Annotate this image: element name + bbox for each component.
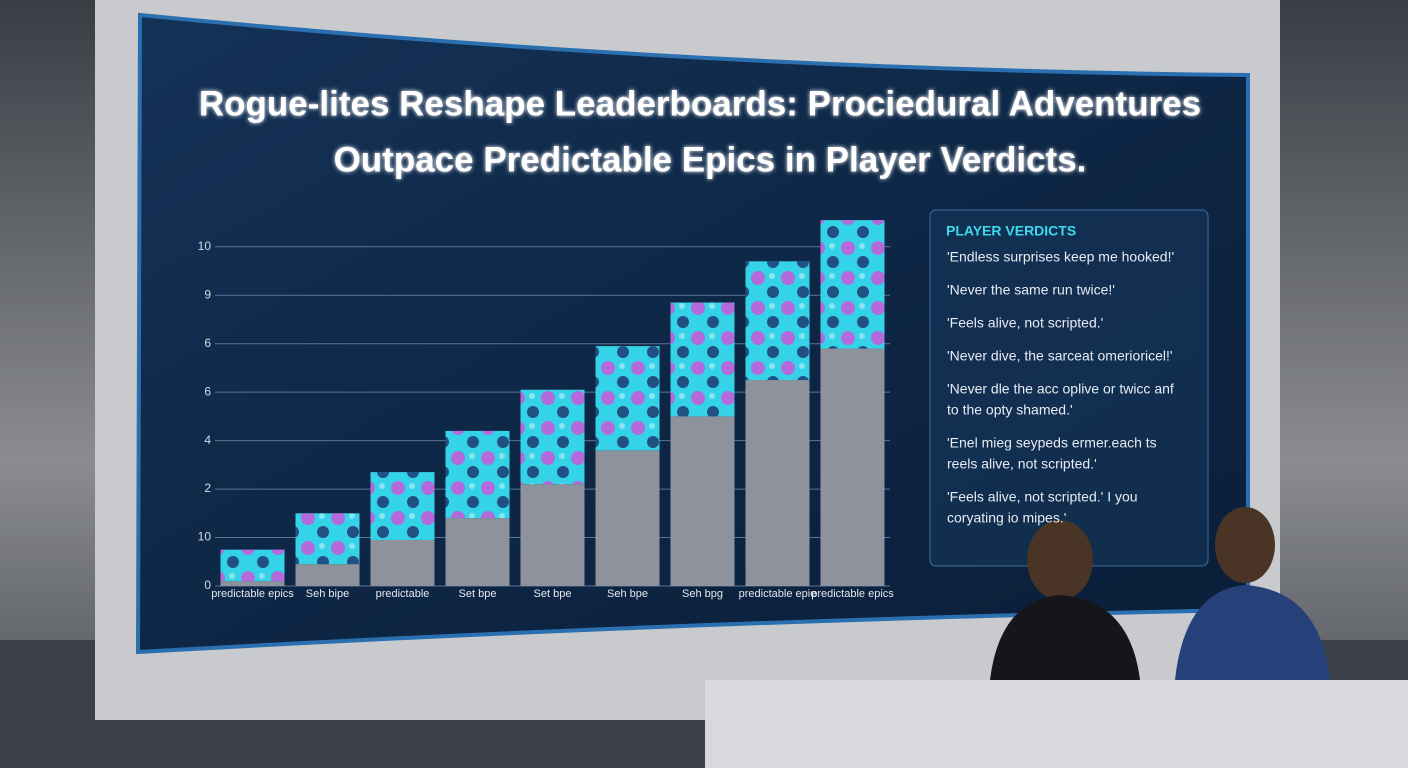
y-tick-label: 10 bbox=[198, 530, 212, 544]
panel-title: PLAYER VERDICTS bbox=[946, 223, 1076, 239]
bar-segment bbox=[220, 581, 285, 586]
quote: 'Never dive, the sarceat omerioricel!' bbox=[947, 348, 1173, 364]
y-tick-label: 9 bbox=[204, 287, 211, 301]
quote: reels alive, not scripted.' bbox=[947, 456, 1097, 472]
quote: to the opty shamed.' bbox=[947, 402, 1073, 418]
x-tick-label: Seh bpe bbox=[607, 588, 648, 600]
chart-title: Outpace Predictable Epics in Player Verd… bbox=[334, 140, 1087, 179]
person bbox=[990, 595, 1140, 680]
y-tick-label: 0 bbox=[204, 578, 211, 592]
x-tick-label: predictable bbox=[376, 588, 430, 600]
quote: 'Never dle the acc oplive or twicc anf bbox=[947, 381, 1174, 397]
quote: 'Enel mieg seypeds ermer.each ts bbox=[947, 435, 1157, 451]
bar-texture bbox=[595, 346, 660, 451]
x-tick-label: predictable epics bbox=[811, 588, 894, 600]
quote: 'Never the same run twice!' bbox=[947, 282, 1115, 298]
bar-segment bbox=[820, 348, 885, 586]
bar-texture bbox=[670, 302, 735, 417]
bar-segment bbox=[520, 484, 585, 586]
desk bbox=[705, 680, 1408, 768]
bar-texture bbox=[445, 430, 510, 519]
quote: coryating io mipes.' bbox=[947, 510, 1066, 526]
person-head bbox=[1215, 507, 1275, 583]
y-tick-label: 6 bbox=[204, 336, 211, 350]
x-tick-label: Seh bpg bbox=[682, 588, 723, 600]
x-tick-label: Seh bipe bbox=[306, 588, 349, 600]
bar-segment bbox=[445, 518, 510, 586]
x-tick-label: predictable epics bbox=[211, 588, 294, 600]
bar-texture bbox=[820, 220, 885, 349]
y-tick-label: 10 bbox=[198, 239, 212, 253]
bar-segment bbox=[370, 539, 435, 586]
quote: 'Endless surprises keep me hooked!' bbox=[947, 249, 1174, 265]
person bbox=[1175, 585, 1330, 680]
bar-texture bbox=[220, 549, 285, 582]
quote: 'Feels alive, not scripted.' I you bbox=[947, 489, 1138, 505]
bar-texture bbox=[745, 261, 810, 381]
bar-texture bbox=[520, 389, 585, 485]
x-tick-label: Set bpe bbox=[534, 588, 572, 600]
x-tick-label: predictable epie bbox=[739, 588, 817, 600]
chart-title: Rogue-lites Reshape Leaderboards: Procie… bbox=[199, 84, 1201, 123]
bar-texture bbox=[295, 513, 360, 565]
bar-texture bbox=[370, 472, 435, 540]
y-tick-label: 2 bbox=[204, 481, 211, 495]
bar-segment bbox=[670, 416, 735, 586]
y-tick-label: 4 bbox=[204, 433, 211, 447]
x-tick-label: Set bpe bbox=[459, 588, 497, 600]
person-head bbox=[1027, 520, 1093, 600]
bar-segment bbox=[595, 450, 660, 586]
quote: 'Feels alive, not scripted.' bbox=[947, 315, 1103, 331]
bar-segment bbox=[295, 564, 360, 586]
bar-segment bbox=[745, 380, 810, 586]
y-tick-label: 6 bbox=[204, 384, 211, 398]
